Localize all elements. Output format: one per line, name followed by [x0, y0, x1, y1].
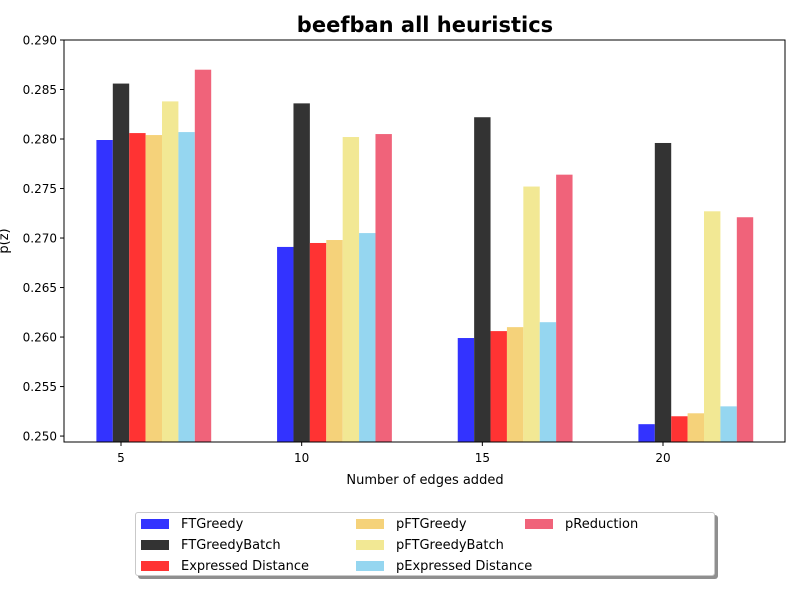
- legend-swatch: [141, 540, 169, 550]
- bar-pftgreedy-20: [687, 413, 705, 442]
- bar-expressed-distance-5: [129, 133, 146, 442]
- chart-title: beefban all heuristics: [297, 13, 553, 37]
- bar-preduction-20: [736, 217, 754, 442]
- y-tick-label: 0.265: [23, 281, 57, 295]
- bar-pftgreedy-10: [326, 240, 343, 442]
- bar-pexpressed-distance-20: [720, 406, 737, 442]
- y-tick-label: 0.290: [23, 34, 57, 48]
- legend-item: pFTGreedyBatch: [356, 536, 504, 554]
- legend-swatch: [141, 519, 169, 529]
- bar-ftgreedybatch-5: [112, 83, 130, 442]
- legend-label: FTGreedyBatch: [181, 537, 281, 553]
- y-tick-label: 0.280: [23, 133, 57, 147]
- y-tick-label: 0.270: [23, 232, 57, 246]
- legend-item: Expressed Distance: [141, 557, 309, 575]
- y-axis-label: p(z): [0, 228, 12, 253]
- x-tick-label: 5: [117, 451, 125, 465]
- legend-swatch: [356, 519, 384, 529]
- x-tick-label: 10: [294, 451, 309, 465]
- bar-pftgreedybatch-20: [704, 211, 721, 442]
- bar-ftgreedy-15: [457, 338, 475, 442]
- x-axis-label: Number of edges added: [346, 473, 503, 488]
- legend-label: pFTGreedyBatch: [396, 537, 504, 553]
- legend-item: pExpressed Distance: [356, 557, 532, 575]
- bar-expressed-distance-10: [309, 242, 327, 442]
- legend-item: FTGreedy: [141, 515, 243, 533]
- legend-label: Expressed Distance: [181, 558, 309, 574]
- legend-swatch: [356, 561, 384, 571]
- bar-pexpressed-distance-5: [178, 132, 195, 442]
- bar-ftgreedybatch-10: [293, 103, 310, 443]
- bar-pexpressed-distance-15: [539, 322, 557, 442]
- bar-ftgreedy-10: [277, 246, 294, 442]
- bar-ftgreedybatch-15: [474, 117, 491, 442]
- legend-swatch: [356, 540, 384, 550]
- bar-preduction-15: [556, 174, 573, 442]
- y-tick-label: 0.255: [23, 380, 57, 394]
- x-axis: 5 10 15 20: [117, 442, 671, 465]
- y-tick-label: 0.285: [23, 83, 57, 97]
- legend-item: pReduction: [525, 515, 638, 533]
- plot-frame: [63, 39, 786, 443]
- legend-item: pFTGreedy: [356, 515, 467, 533]
- bar-ftgreedy-20: [638, 424, 655, 442]
- bar-preduction-10: [375, 134, 392, 442]
- y-tick-label: 0.250: [23, 430, 57, 444]
- legend-swatch: [525, 519, 553, 529]
- bar-pftgreedybatch-15: [523, 186, 540, 442]
- legend-label: pExpressed Distance: [396, 558, 533, 574]
- bar-pftgreedybatch-5: [162, 101, 179, 442]
- y-axis: 0.250 0.255 0.260 0.265 0.270 0.275 0.280 0.285…: [23, 34, 64, 444]
- bar-expressed-distance-20: [671, 416, 688, 442]
- x-tick-label: 15: [475, 451, 490, 465]
- legend-swatch: [141, 561, 169, 571]
- bars-group: [96, 69, 754, 443]
- legend-label: pFTGreedy: [396, 516, 467, 532]
- legend-item: FTGreedyBatch: [141, 536, 281, 554]
- legend-label: pReduction: [565, 516, 639, 532]
- x-tick-label: 20: [655, 451, 670, 465]
- legend: FTGreedy FTGreedyBatch Expressed Distance p…: [135, 512, 715, 576]
- y-tick-label: 0.275: [23, 182, 57, 196]
- bar-pftgreedy-5: [145, 135, 162, 443]
- bar-ftgreedybatch-20: [654, 142, 672, 443]
- bar-pftgreedybatch-10: [342, 137, 360, 442]
- bar-pexpressed-distance-10: [359, 233, 376, 442]
- bar-expressed-distance-15: [490, 331, 507, 442]
- bar-preduction-5: [194, 69, 212, 442]
- y-tick-label: 0.260: [23, 331, 57, 345]
- bar-pftgreedy-15: [506, 327, 524, 442]
- bar-ftgreedy-5: [96, 140, 113, 442]
- legend-label: FTGreedy: [181, 516, 244, 532]
